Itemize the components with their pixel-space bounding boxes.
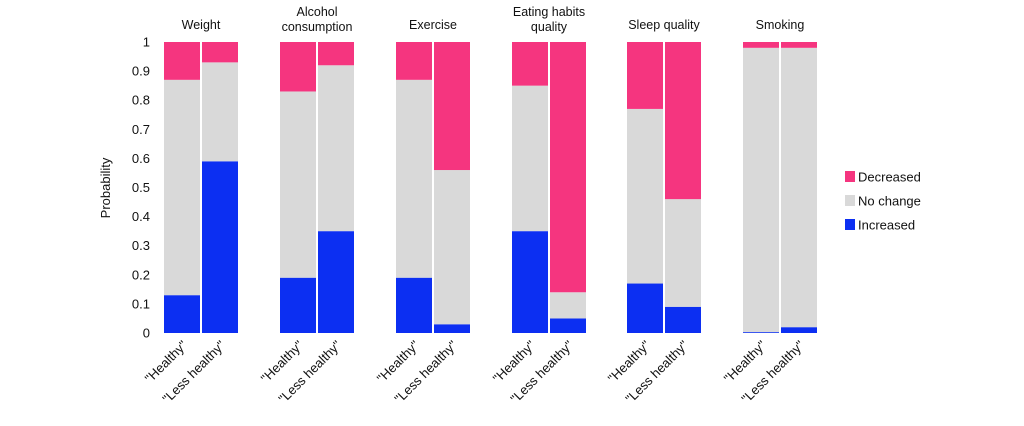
- bar-segment-no-change: [318, 65, 354, 232]
- bar-segment-no-change: [512, 85, 548, 232]
- group-title: Smoking: [756, 18, 805, 32]
- group-title: Weight: [182, 18, 221, 32]
- legend: Decreased No change Increased: [845, 170, 921, 233]
- bar-segment-decreased: [434, 42, 470, 171]
- bar-segment-increased: [318, 231, 354, 333]
- legend-swatch: [845, 195, 855, 206]
- bar-segment-decreased: [665, 42, 701, 200]
- bar-segment-decreased: [550, 42, 586, 293]
- bar-segment-decreased: [781, 42, 817, 48]
- bar-group: Exercise"Healthy""Less healthy": [374, 18, 470, 406]
- y-tick-label: 0.8: [132, 93, 150, 108]
- y-tick-label: 0: [143, 326, 150, 341]
- bar-groups: Weight"Healthy""Less healthy"Alcoholcons…: [142, 5, 817, 406]
- group-title: Sleep quality: [628, 18, 700, 32]
- bar-segment-decreased: [627, 42, 663, 109]
- bar-group: Sleep quality"Healthy""Less healthy": [605, 18, 701, 406]
- bar-segment-increased: [280, 277, 316, 333]
- legend-label: Decreased: [858, 170, 921, 185]
- group-title: Alcohol: [297, 5, 338, 19]
- bar-segment-increased: [743, 332, 779, 333]
- legend-swatch: [845, 171, 855, 182]
- bar-segment-no-change: [627, 108, 663, 284]
- y-tick-label: 0.5: [132, 180, 150, 195]
- bar-segment-decreased: [743, 42, 779, 48]
- bar-segment-no-change: [550, 292, 586, 319]
- y-tick-label: 0.7: [132, 122, 150, 137]
- group-title: quality: [531, 20, 568, 34]
- bar-group: Smoking"Healthy""Less healthy": [721, 18, 817, 406]
- y-axis-ticks: 0 0.1 0.2 0.3 0.4 0.5 0.6 0.7 0.8 0.9 1: [132, 35, 150, 341]
- bar-segment-increased: [164, 295, 200, 333]
- bar-segment-increased: [202, 161, 238, 333]
- bar-segment-no-change: [202, 62, 238, 162]
- legend-label: No change: [858, 194, 921, 209]
- group-title: consumption: [282, 20, 353, 34]
- bar-segment-no-change: [665, 199, 701, 307]
- legend-item: Decreased: [845, 170, 921, 185]
- legend-item: No change: [845, 194, 921, 209]
- legend-swatch: [845, 219, 855, 230]
- y-tick-label: 0.1: [132, 296, 150, 311]
- y-tick-label: 0.2: [132, 267, 150, 282]
- bar-segment-increased: [665, 306, 701, 333]
- y-tick-label: 0.9: [132, 64, 150, 79]
- bar-segment-decreased: [512, 42, 548, 86]
- y-tick-label: 1: [143, 35, 150, 50]
- bar-segment-no-change: [743, 47, 779, 333]
- group-title: Eating habits: [513, 5, 585, 19]
- bar-segment-increased: [550, 318, 586, 333]
- group-title: Exercise: [409, 18, 457, 32]
- bar-segment-decreased: [396, 42, 432, 80]
- bar-segment-decreased: [318, 42, 354, 66]
- bar-segment-decreased: [164, 42, 200, 80]
- bar-segment-increased: [627, 283, 663, 333]
- bar-segment-increased: [434, 324, 470, 333]
- bar-segment-increased: [396, 277, 432, 333]
- bar-segment-no-change: [396, 79, 432, 278]
- bar-segment-no-change: [280, 91, 316, 278]
- y-tick-label: 0.6: [132, 151, 150, 166]
- bar-segment-no-change: [781, 47, 817, 328]
- bar-segment-no-change: [164, 79, 200, 296]
- legend-item: Increased: [845, 218, 915, 233]
- bar-segment-increased: [512, 231, 548, 333]
- legend-label: Increased: [858, 218, 915, 233]
- y-tick-label: 0.3: [132, 238, 150, 253]
- bar-segment-decreased: [202, 42, 238, 63]
- bar-segment-decreased: [280, 42, 316, 92]
- y-tick-label: 0.4: [132, 209, 150, 224]
- y-axis-label: Probability: [98, 157, 113, 218]
- bar-segment-increased: [781, 327, 817, 333]
- bar-segment-no-change: [434, 170, 470, 325]
- bar-group: Weight"Healthy""Less healthy": [142, 18, 238, 406]
